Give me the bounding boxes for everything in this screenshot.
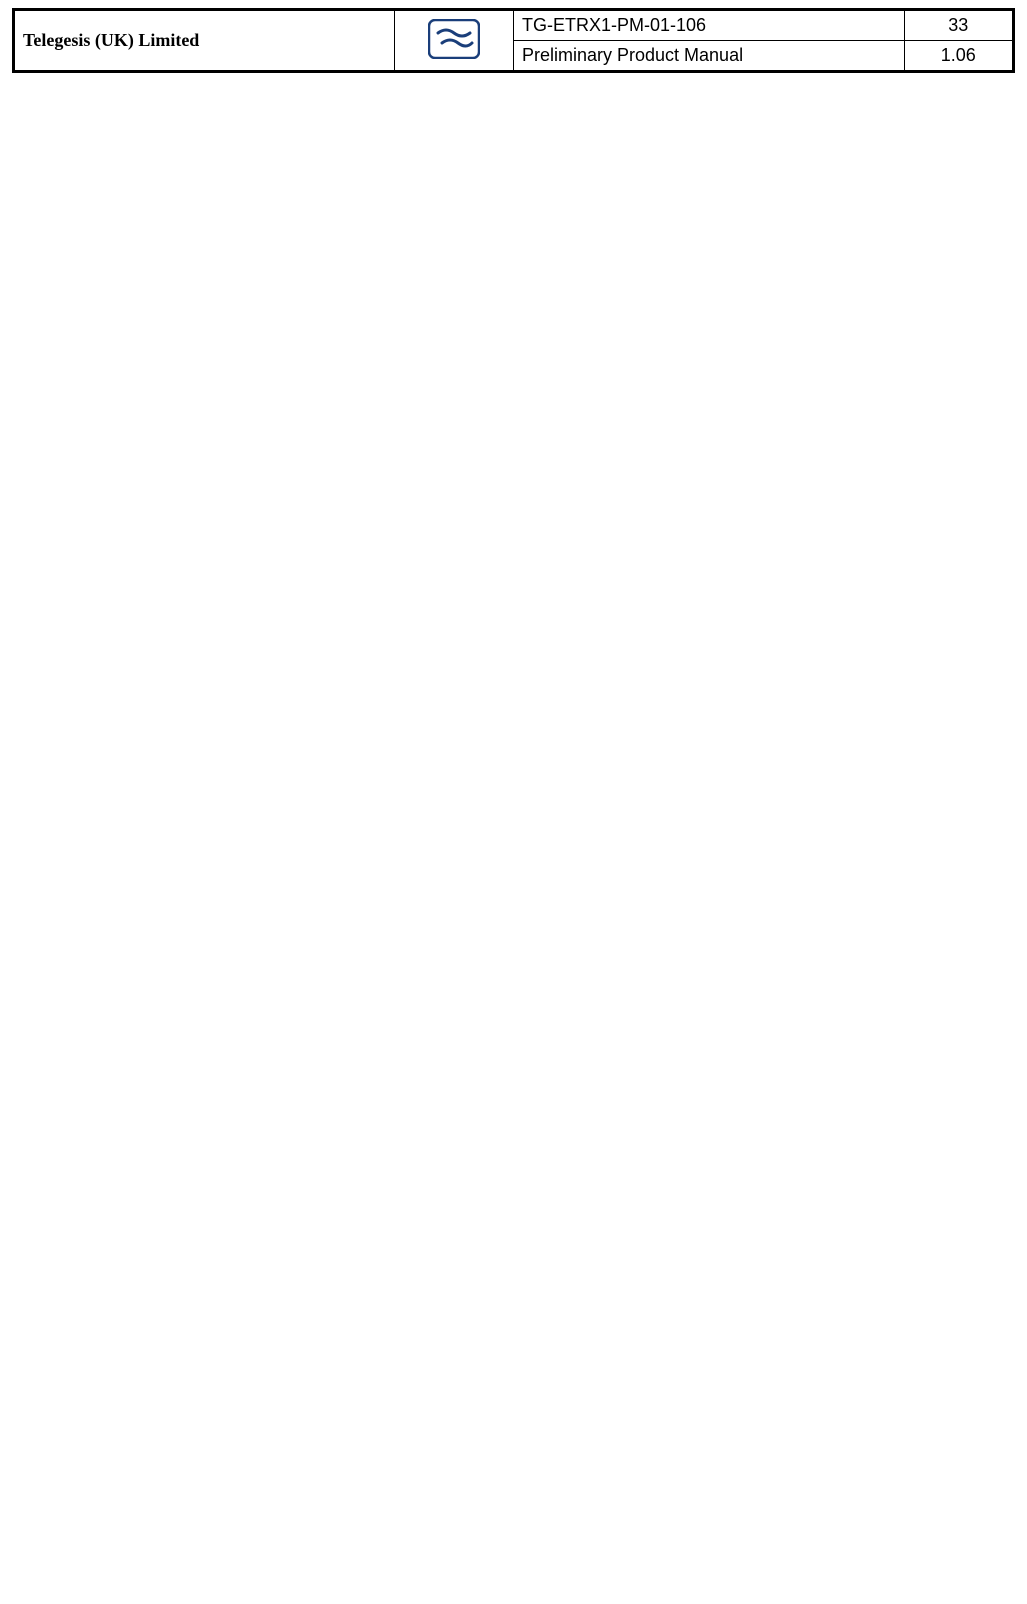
doc-rev: 1.06 <box>904 41 1013 71</box>
company-cell: Telegesis (UK) Limited <box>15 11 395 71</box>
telegesis-logo-icon <box>424 17 484 61</box>
page-number: 33 <box>904 11 1013 41</box>
doc-number: TG-ETRX1-PM-01-106 <box>513 11 904 41</box>
doc-subtitle: Preliminary Product Manual <box>513 41 904 71</box>
header-table: Telegesis (UK) Limited TG-ETRX1-PM-01-10… <box>14 10 1013 71</box>
page-header-box: Telegesis (UK) Limited TG-ETRX1-PM-01-10… <box>12 8 1015 73</box>
logo-cell <box>394 11 513 71</box>
